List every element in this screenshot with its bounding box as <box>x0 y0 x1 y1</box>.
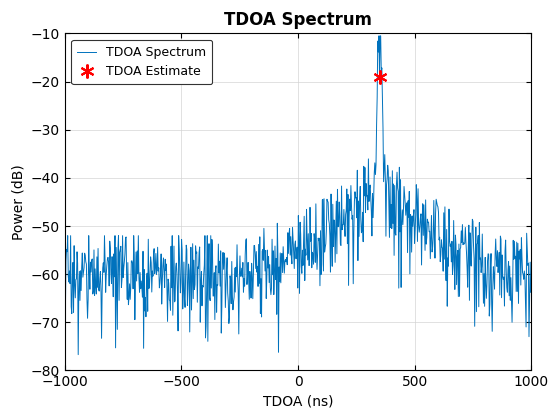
TDOA Spectrum <box>345 283 352 288</box>
TDOA Spectrum <box>62 266 68 271</box>
X-axis label: TDOA (ns): TDOA (ns) <box>263 395 333 409</box>
Title: TDOA Spectrum: TDOA Spectrum <box>224 11 372 29</box>
TDOA Spectrum <box>333 199 340 204</box>
TDOA Spectrum <box>91 247 97 252</box>
TDOA Spectrum <box>359 210 366 215</box>
TDOA Spectrum <box>528 279 535 284</box>
Line: TDOA Spectrum: TDOA Spectrum <box>65 36 531 354</box>
TDOA Spectrum <box>75 352 82 357</box>
Y-axis label: Power (dB): Power (dB) <box>11 164 25 240</box>
TDOA Spectrum <box>417 224 423 229</box>
TDOA Spectrum <box>376 33 382 38</box>
Legend: TDOA Spectrum, TDOA Estimate: TDOA Spectrum, TDOA Estimate <box>71 40 212 84</box>
TDOA Spectrum <box>464 285 471 290</box>
